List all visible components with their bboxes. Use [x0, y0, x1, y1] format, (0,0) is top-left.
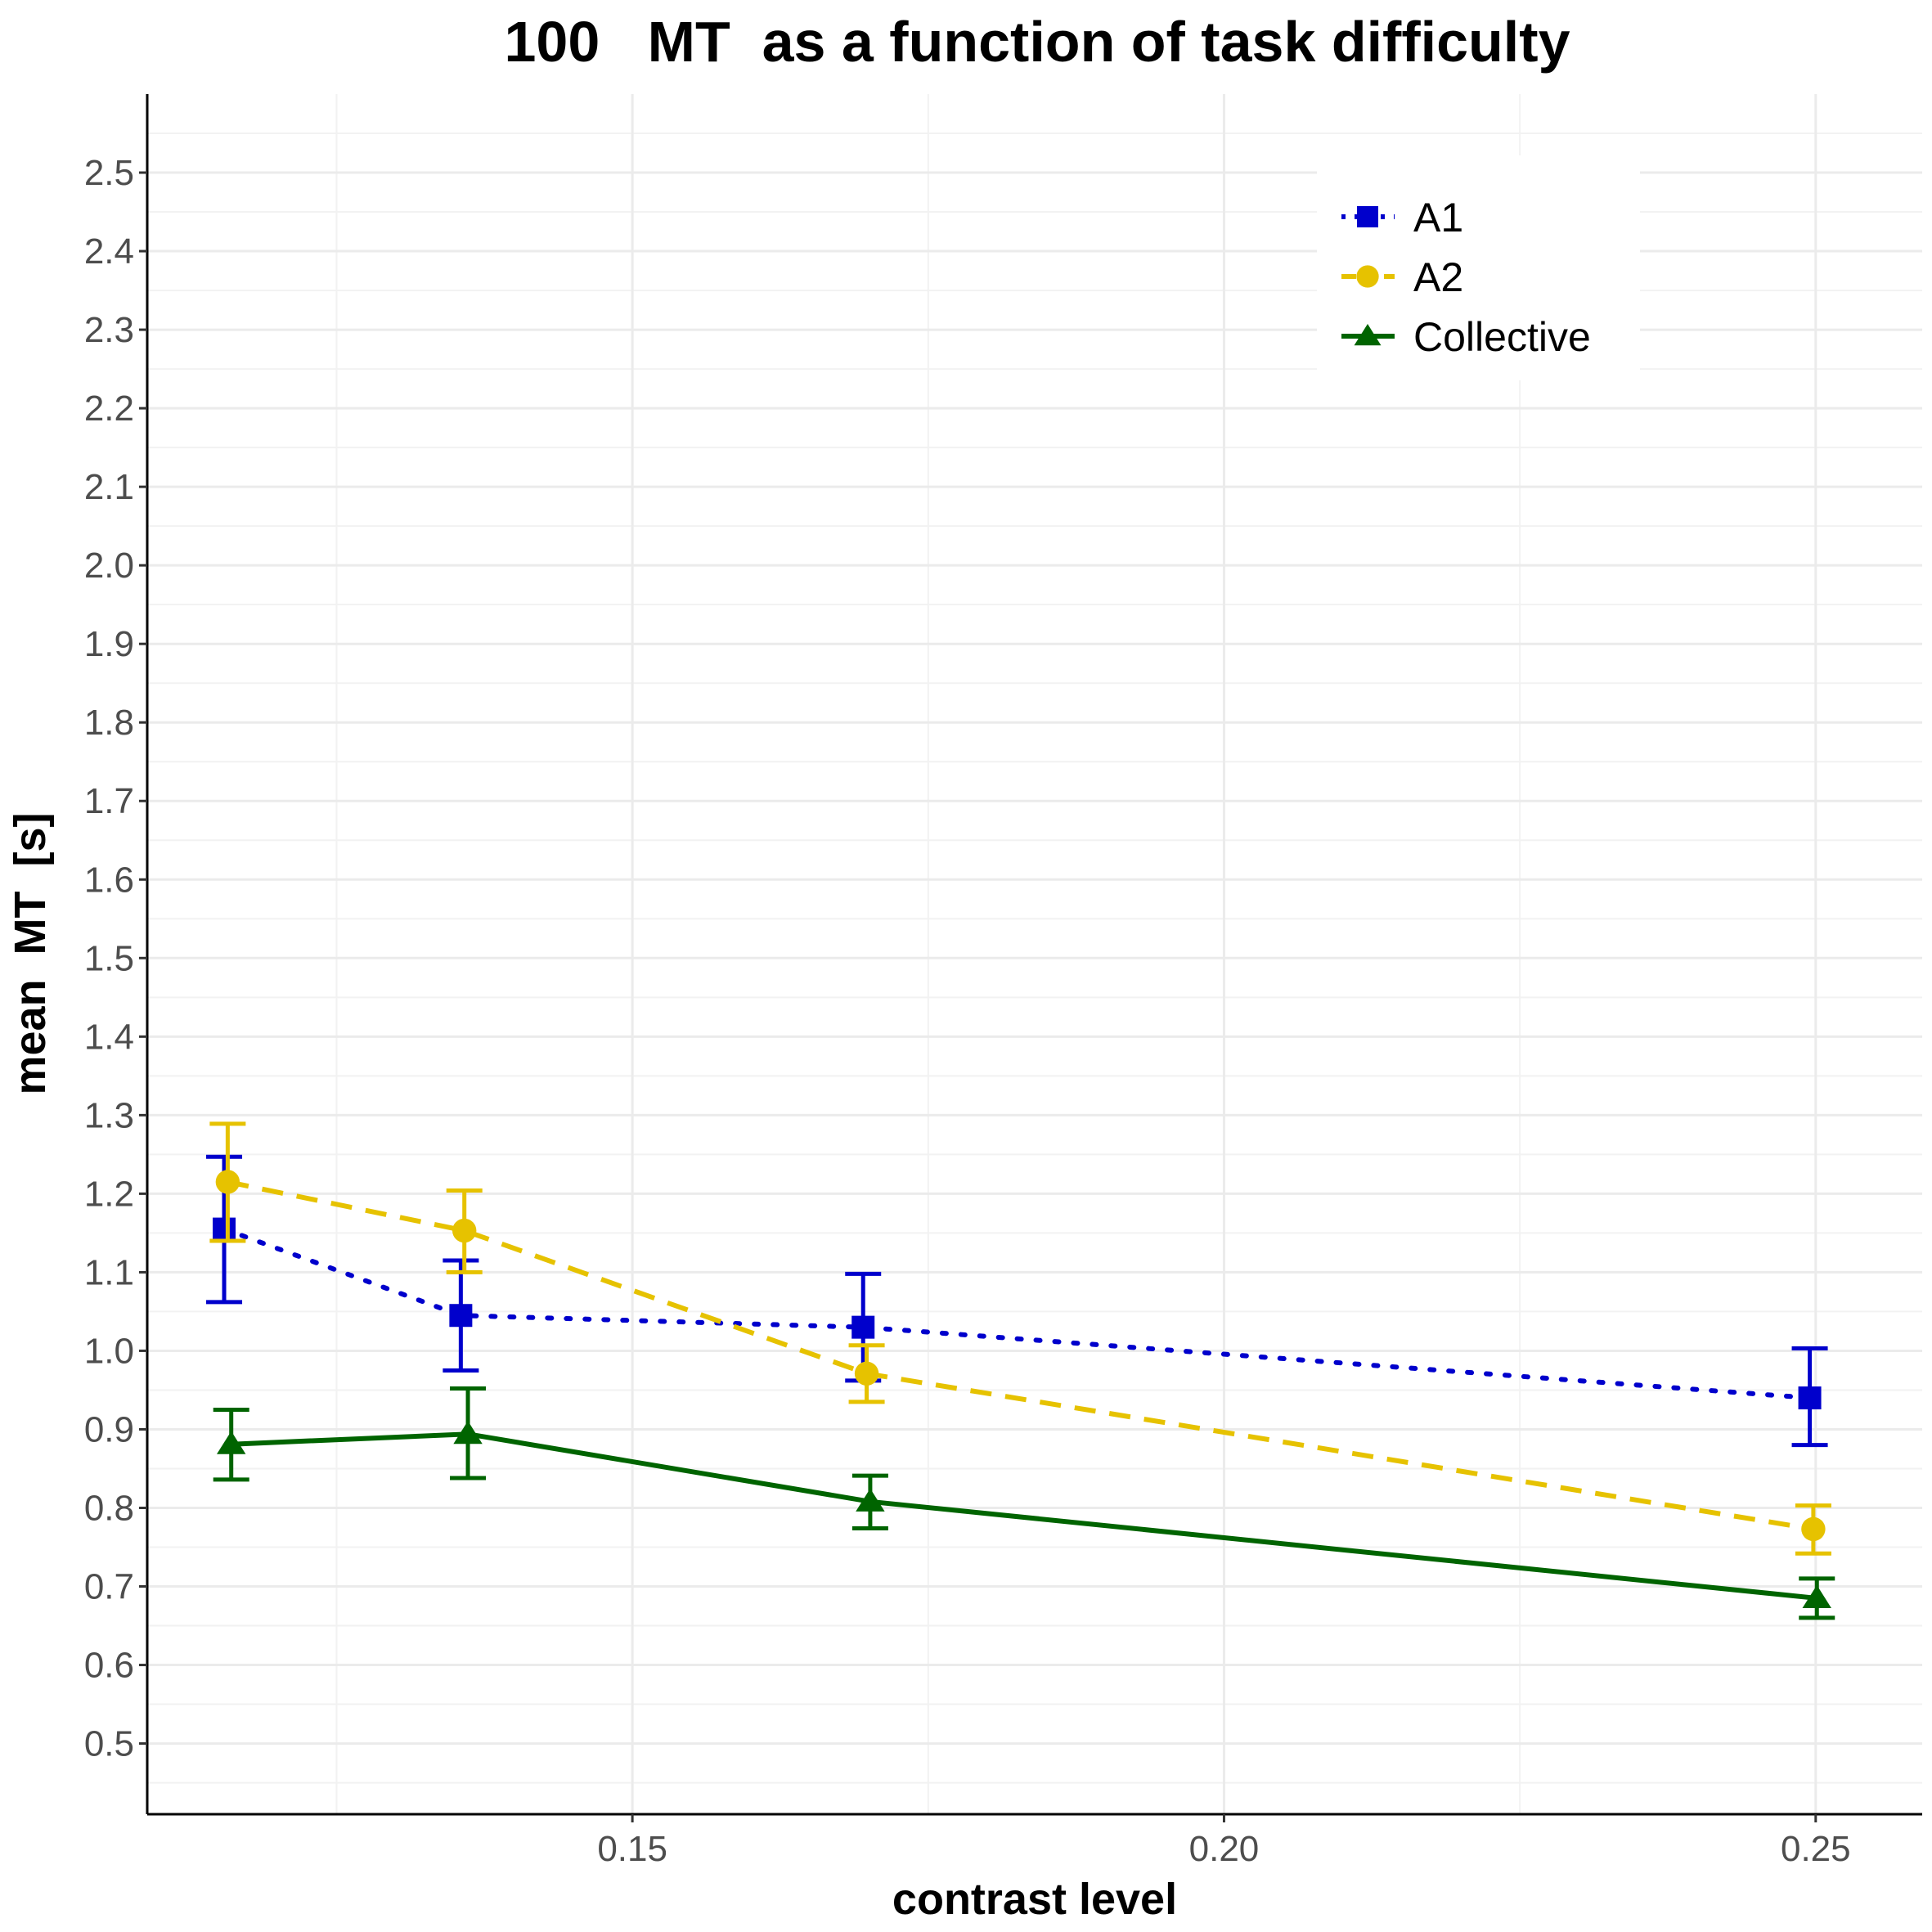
y-tick-label: 1.0 — [84, 1331, 134, 1371]
chart-title: 100 MT as a function of task difficulty — [505, 10, 1570, 74]
marker-circle — [854, 1361, 879, 1386]
marker-circle — [452, 1218, 477, 1243]
marker-triangle — [1802, 1584, 1831, 1608]
y-tick-label: 1.4 — [84, 1017, 134, 1057]
marker-square — [1357, 206, 1378, 227]
legend-item-collective: Collective — [1341, 314, 1591, 360]
series-line — [231, 1431, 1817, 1601]
legend: A1 A2 Collective — [1317, 155, 1640, 380]
x-ticks: 0.15 0.20 0.25 — [597, 1814, 1851, 1869]
y-tick-label: 2.3 — [84, 310, 134, 350]
x-axis-title: contrast level — [892, 1875, 1177, 1924]
y-tick-label: 0.9 — [84, 1409, 134, 1449]
x-tick-label: 0.15 — [597, 1829, 667, 1869]
legend-label: A1 — [1413, 195, 1463, 240]
legend-item-a2: A2 — [1341, 254, 1463, 300]
marker-circle — [1356, 265, 1379, 288]
y-tick-label: 0.6 — [84, 1646, 134, 1686]
y-tick-label: 0.8 — [84, 1488, 134, 1528]
marker-triangle — [1354, 324, 1382, 346]
y-tick-label: 1.3 — [84, 1095, 134, 1135]
marker-circle — [215, 1170, 240, 1194]
y-tick-label: 2.2 — [84, 389, 134, 429]
marker-circle — [1801, 1516, 1826, 1542]
marker-square — [1798, 1386, 1822, 1410]
series-layer — [206, 1121, 1835, 1620]
marker-square — [449, 1304, 473, 1328]
marker-square — [213, 1217, 236, 1241]
marker-triangle — [856, 1488, 885, 1512]
x-tick-label: 0.25 — [1781, 1829, 1851, 1869]
y-tick-label: 0.5 — [84, 1724, 134, 1764]
y-tick-label: 2.5 — [84, 153, 134, 193]
series-line — [227, 1179, 1814, 1532]
y-tick-label: 1.5 — [84, 938, 134, 978]
y-tick-label: 2.1 — [84, 467, 134, 507]
y-axis-title: mean MT [s] — [6, 812, 55, 1094]
x-tick-label: 0.20 — [1189, 1829, 1260, 1869]
axes — [146, 94, 1922, 1816]
series-collective — [213, 1386, 1835, 1620]
y-tick-label: 1.7 — [84, 781, 134, 821]
y-tick-label: 2.4 — [84, 231, 134, 272]
legend-item-a1: A1 — [1341, 195, 1463, 240]
marker-triangle — [453, 1421, 483, 1445]
y-ticks: 0.5 0.6 0.7 0.8 0.9 1.0 1.1 1.2 1.3 1.4 1.5 1.6 1.7 1… — [84, 153, 147, 1764]
y-tick-label: 2.0 — [84, 546, 134, 586]
y-tick-label: 1.6 — [84, 860, 134, 900]
y-tick-label: 1.1 — [84, 1252, 134, 1292]
series-line — [222, 1226, 1813, 1401]
y-tick-label: 1.2 — [84, 1174, 134, 1214]
marker-triangle — [217, 1431, 246, 1454]
legend-label: Collective — [1413, 314, 1591, 360]
y-tick-label: 0.7 — [84, 1567, 134, 1607]
y-tick-label: 1.9 — [84, 624, 134, 664]
y-tick-label: 1.8 — [84, 703, 134, 743]
series-a2 — [209, 1121, 1831, 1556]
marker-square — [851, 1315, 875, 1339]
legend-label: A2 — [1413, 254, 1463, 300]
